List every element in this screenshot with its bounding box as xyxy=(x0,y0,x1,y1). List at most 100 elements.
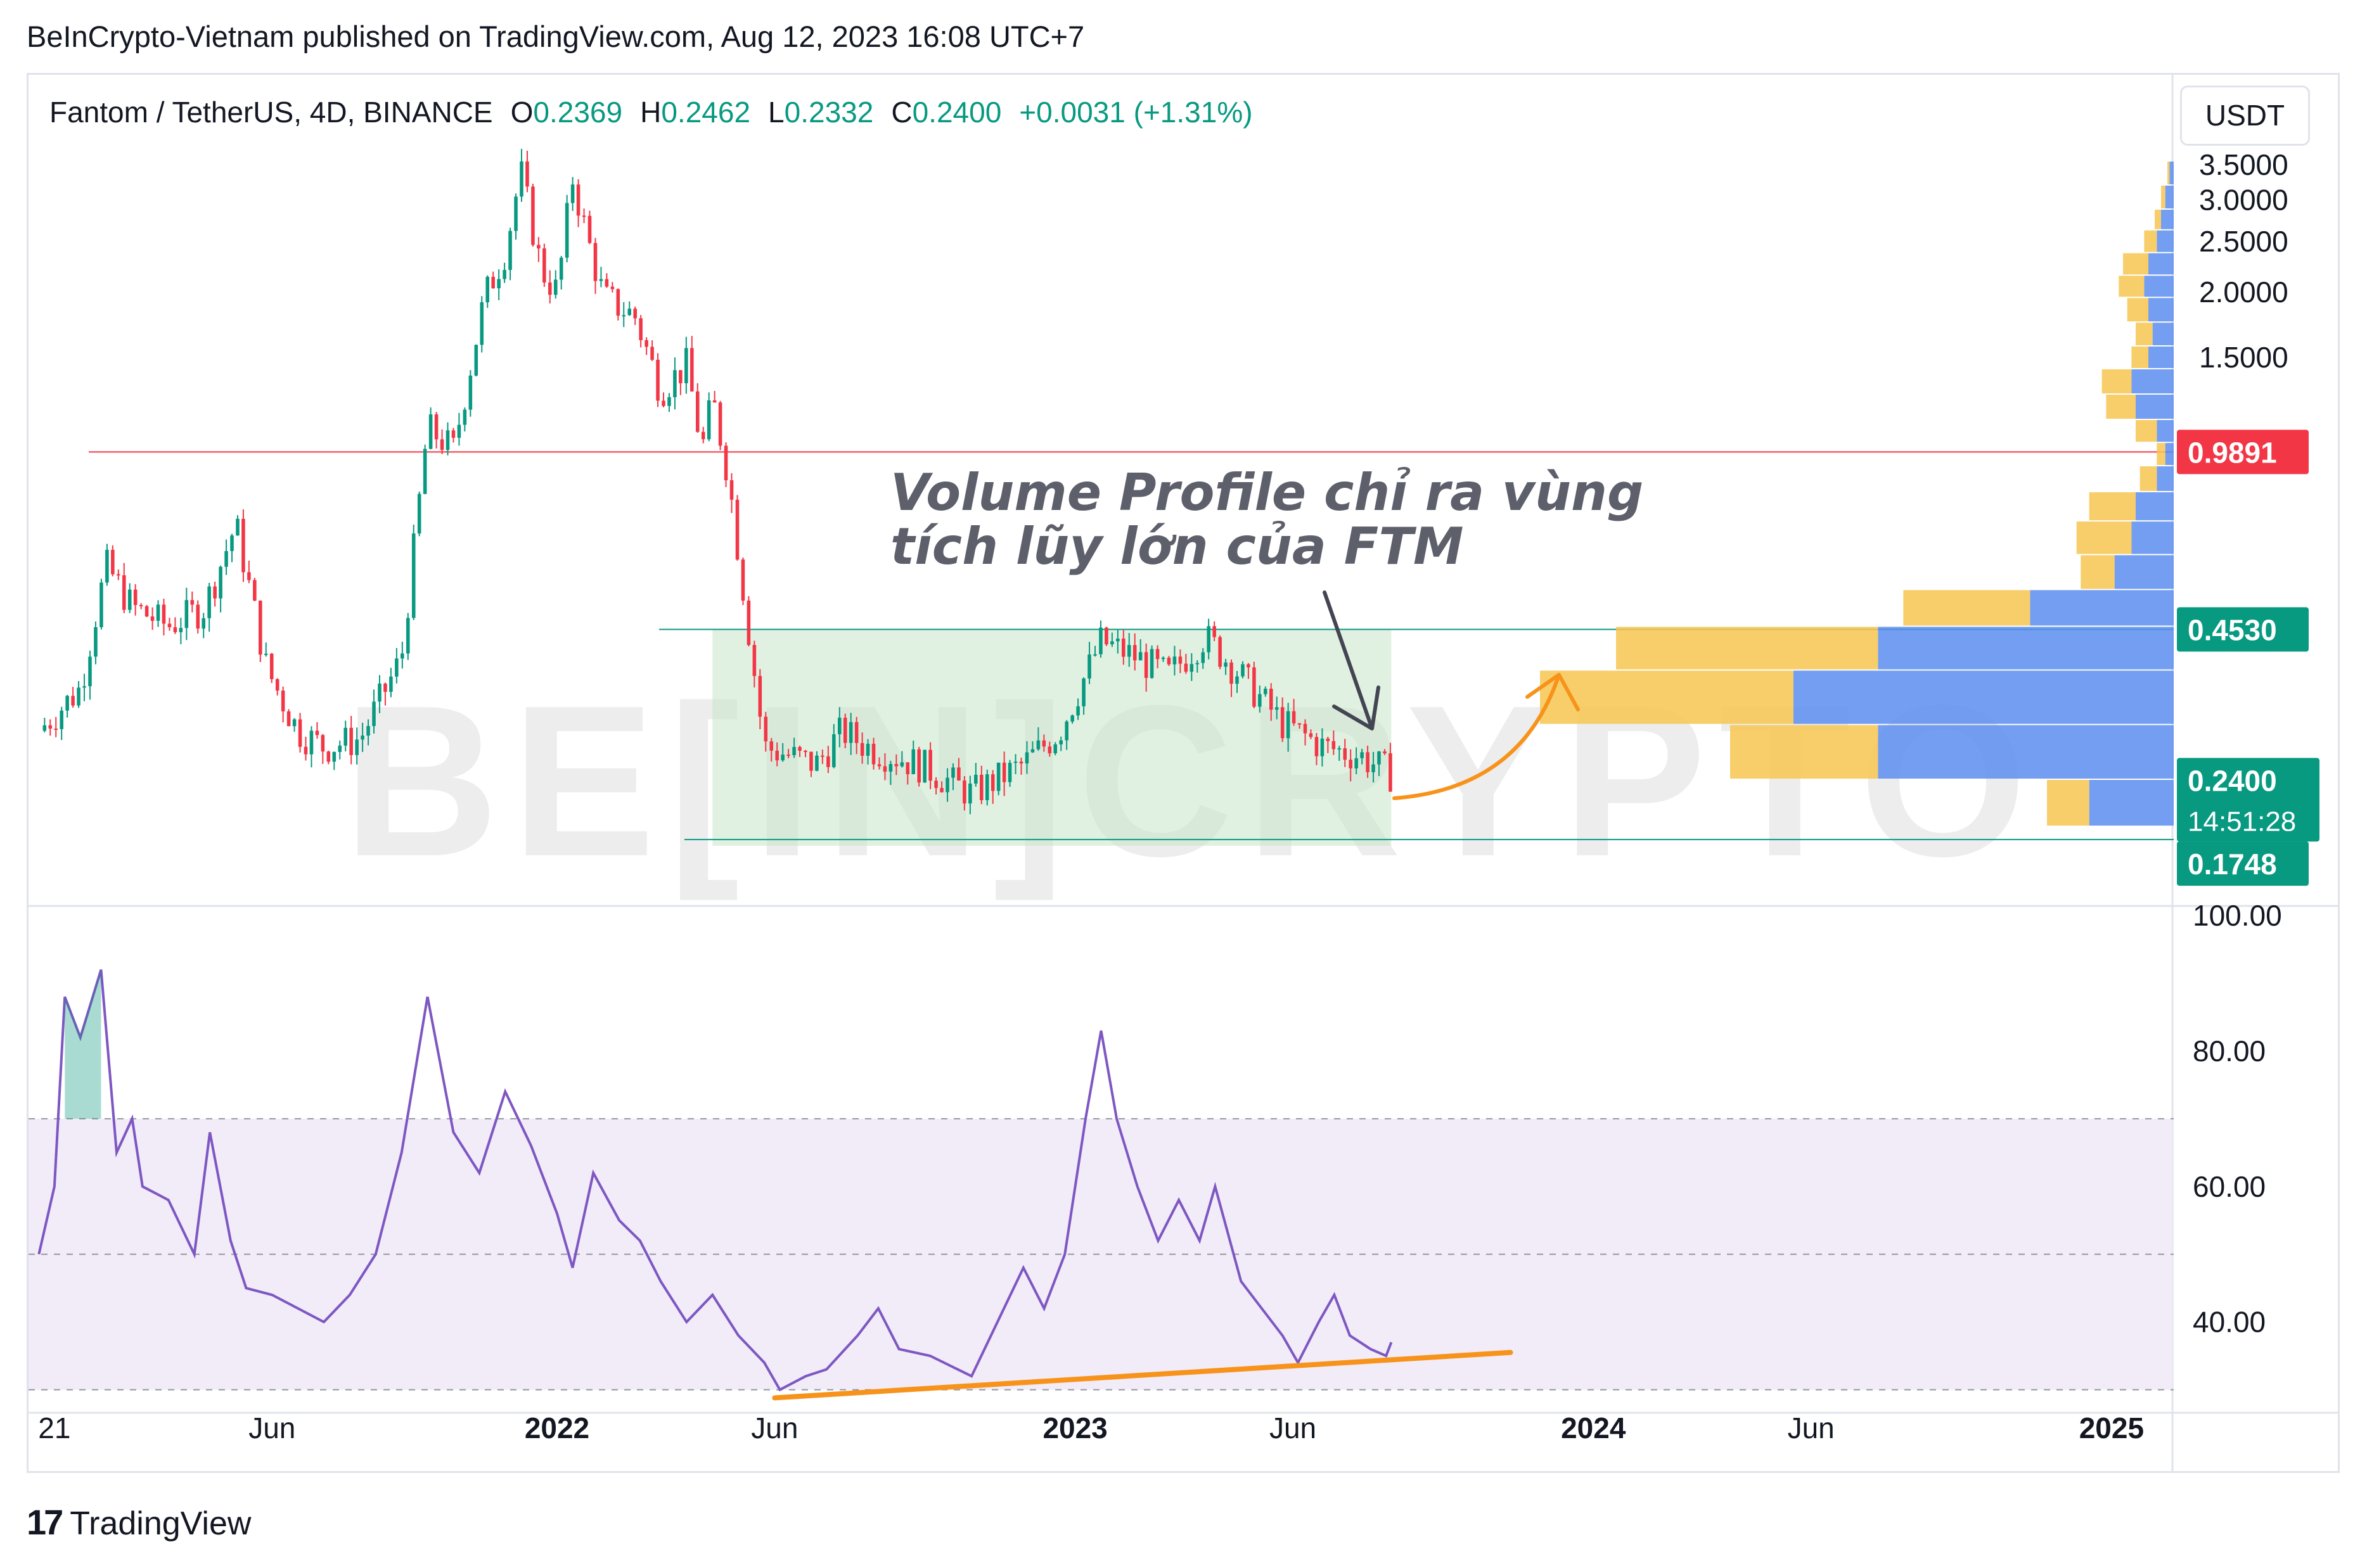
candle-body xyxy=(1127,645,1131,657)
candle-body xyxy=(196,604,200,629)
candle-body xyxy=(1167,658,1171,665)
rsi-pane xyxy=(29,969,2174,1401)
candle-body xyxy=(537,245,541,249)
volume-profile-down-bar xyxy=(2076,521,2132,554)
candle-body xyxy=(963,780,966,804)
low-value: 0.2332 xyxy=(784,96,874,129)
candle-body xyxy=(610,286,615,290)
change-value: +0.0031 (+1.31%) xyxy=(1019,96,1253,129)
candle-body xyxy=(88,656,92,687)
candle-body xyxy=(491,276,495,289)
candle-body xyxy=(332,751,337,762)
candle-body xyxy=(411,533,416,618)
candle-body xyxy=(758,676,762,717)
candle-body xyxy=(366,726,370,736)
candle-body xyxy=(1366,752,1370,772)
candle-body xyxy=(826,756,830,767)
candle-body xyxy=(1326,738,1330,741)
high-label: H xyxy=(640,96,662,129)
volume-profile-up-bar xyxy=(2131,369,2174,393)
candle-body xyxy=(1161,658,1165,660)
candle-body xyxy=(570,184,575,203)
candle-body xyxy=(684,348,688,383)
candle-body xyxy=(1229,662,1233,684)
candle-body xyxy=(1224,662,1228,667)
accumulation-zone-box xyxy=(712,629,1392,846)
price-label-text: 0.4530 xyxy=(2188,614,2277,647)
candle-body xyxy=(911,749,916,774)
candle-body xyxy=(553,279,558,295)
candle-body xyxy=(764,717,768,742)
candle-body xyxy=(587,215,592,243)
candle-body xyxy=(1178,656,1183,664)
candle-body xyxy=(599,279,603,281)
candle-body xyxy=(446,430,450,450)
candle-body xyxy=(1172,656,1177,665)
volume-profile-down-bar xyxy=(2136,419,2157,442)
time-tick-label: Jun xyxy=(751,1412,798,1444)
price-tick-label: 3.0000 xyxy=(2199,183,2288,216)
volume-profile-up-bar xyxy=(2165,443,2174,466)
candle-body xyxy=(156,604,160,621)
candle-body xyxy=(582,215,586,217)
candle-body xyxy=(804,751,807,753)
candle-body xyxy=(1105,627,1108,645)
open-value: 0.2369 xyxy=(533,96,623,129)
candle-body xyxy=(1377,751,1381,765)
candle-body xyxy=(1013,762,1018,763)
rsi-overbought-fill xyxy=(65,997,80,1119)
candle-body xyxy=(406,618,410,654)
candle-body xyxy=(1116,638,1120,642)
candle-body xyxy=(1087,654,1091,679)
candle-body xyxy=(525,161,529,187)
price-label-box xyxy=(2177,430,2309,475)
volume-profile-up-bar xyxy=(2157,419,2174,442)
time-tick-label: 2022 xyxy=(525,1412,589,1444)
candle-body xyxy=(1320,738,1325,756)
candle-body xyxy=(1144,652,1148,679)
candle-body xyxy=(923,749,927,783)
candle-body xyxy=(1093,654,1097,656)
candle-body xyxy=(275,679,279,691)
volume-profile-up-bar xyxy=(2136,394,2174,419)
candle-body xyxy=(616,289,620,316)
candle-body xyxy=(1076,706,1080,716)
candle-body xyxy=(1235,676,1239,684)
candle-body xyxy=(809,751,813,771)
candle-body xyxy=(423,449,427,494)
candle-body xyxy=(503,270,506,279)
candle-body xyxy=(1292,711,1296,723)
volume-profile-up-bar xyxy=(1878,627,2174,670)
candle-body xyxy=(894,764,899,767)
candle-body xyxy=(645,340,648,347)
accumulation-zone-layer xyxy=(89,451,2174,846)
candle-body xyxy=(1053,744,1058,753)
candle-body xyxy=(259,601,262,655)
candle-body xyxy=(173,627,177,632)
candle-body xyxy=(627,309,632,316)
currency-button[interactable]: USDT xyxy=(2180,86,2310,146)
candle-body xyxy=(1212,626,1216,637)
candle-body xyxy=(378,684,382,702)
candle-body xyxy=(1030,749,1035,753)
volume-profile-up-bar xyxy=(2148,253,2174,275)
candle-body xyxy=(701,431,705,440)
tradingview-logo[interactable]: 17 TradingView xyxy=(27,1501,251,1543)
volume-profile-down-bar xyxy=(2157,443,2165,466)
candle-body xyxy=(854,722,859,743)
candle-body xyxy=(355,739,359,755)
candle-body xyxy=(662,400,665,406)
candle-body xyxy=(1354,758,1358,768)
candle-body xyxy=(480,302,484,345)
volume-profile-up-bar xyxy=(2148,346,2174,368)
candle-body xyxy=(485,276,489,303)
volume-profile-down-bar xyxy=(2136,322,2153,345)
candle-body xyxy=(1099,627,1103,654)
candle-body xyxy=(1343,748,1347,760)
price-label-text: 0.1748 xyxy=(2188,848,2277,881)
candle-body xyxy=(508,231,512,271)
candle-body xyxy=(951,767,955,778)
candle-body xyxy=(236,518,240,536)
